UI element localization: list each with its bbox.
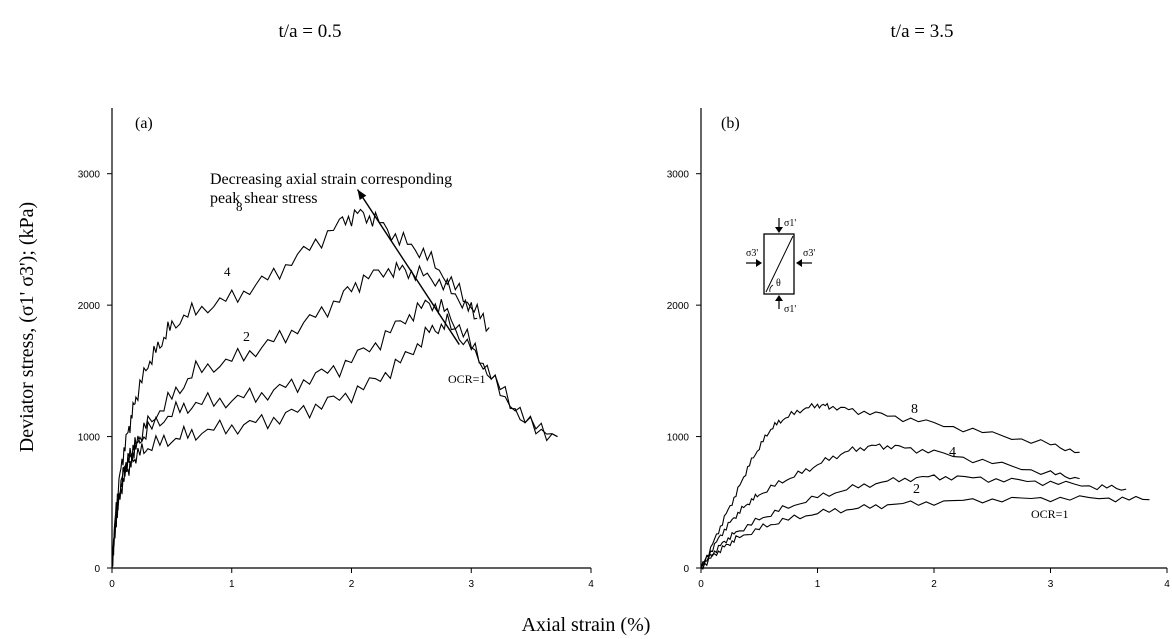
annotation-line2: peak shear stress <box>210 190 318 207</box>
curve-series-ocr1 <box>111 313 558 569</box>
annotation-line1: Decreasing axial strain corresponding <box>210 171 452 188</box>
series-label: 8 <box>236 199 243 214</box>
x-tick-label: 3 <box>1048 579 1054 590</box>
inset-sigma1-top: σ1' <box>784 218 796 229</box>
x-tick-label: 2 <box>931 579 937 590</box>
y-tick-label: 0 <box>94 564 100 575</box>
y-tick-label: 2000 <box>667 301 690 312</box>
y-tick-label: 2000 <box>78 301 101 312</box>
panel-a: 0 1 2 3 4 0 1000 2000 3000 (a) Decreasing axial … <box>78 108 594 590</box>
curve-series-4 <box>700 443 1080 569</box>
panel-a-label: (a) <box>135 115 153 132</box>
panel-b-label: (b) <box>721 115 740 132</box>
x-tick-label: 0 <box>109 579 115 590</box>
inset-arrowhead-right <box>796 259 802 267</box>
curve-series-2 <box>700 474 1127 570</box>
curve-series-4 <box>111 260 478 569</box>
series-label: 8 <box>911 402 918 417</box>
inset-specimen <box>763 233 795 295</box>
panel-a-title: t/a = 0.5 <box>279 21 342 42</box>
panel-b-title: t/a = 3.5 <box>891 21 954 42</box>
stress-element-inset: σ1' σ3' σ3' θ σ1' <box>746 218 815 315</box>
series-label: 4 <box>949 445 956 460</box>
curve-series-ocr1 <box>700 495 1150 569</box>
series-label: OCR=1 <box>448 372 485 386</box>
series-label: 4 <box>224 264 231 279</box>
y-tick-label: 3000 <box>667 170 690 181</box>
curve-series-8 <box>111 208 490 569</box>
annotation-arrowhead <box>357 189 367 201</box>
y-tick-label: 0 <box>683 564 689 575</box>
inset-angle-arc <box>769 284 774 293</box>
y-tick-label: 3000 <box>78 170 101 181</box>
x-tick-label: 1 <box>815 579 821 590</box>
inset-arrowhead-top <box>775 227 783 233</box>
curve-series-8 <box>700 402 1080 569</box>
x-tick-label: 3 <box>468 579 474 590</box>
inset-sigma3-left: σ3' <box>746 248 758 259</box>
annotation-arrow <box>356 189 460 345</box>
series-label: OCR=1 <box>1031 507 1068 521</box>
x-tick-label: 1 <box>229 579 235 590</box>
y-tick-label: 1000 <box>667 433 690 444</box>
panel-b: 0 1 2 3 4 0 1000 2000 3000 (b) 8 4 2 OCR=1 σ1' σ3' … <box>667 108 1170 590</box>
inset-sigma3-right: σ3' <box>803 248 815 259</box>
y-tick-label: 1000 <box>78 433 101 444</box>
inset-shear-plane <box>765 235 794 293</box>
x-axis-label: Axial strain (%) <box>522 614 651 636</box>
y-axis-label: Deviator stress, (σ1' σ3'); (kPa) <box>16 202 38 452</box>
inset-theta: θ <box>776 278 781 289</box>
x-tick-label: 4 <box>588 579 594 590</box>
inset-arrowhead-bottom <box>775 295 783 301</box>
curve-series-2 <box>111 299 558 569</box>
x-tick-label: 4 <box>1164 579 1170 590</box>
series-label: 2 <box>913 482 920 497</box>
series-label: 2 <box>243 330 250 345</box>
inset-sigma1-bottom: σ1' <box>784 304 796 315</box>
inset-arrowhead-left <box>756 259 762 267</box>
x-tick-label: 2 <box>349 579 355 590</box>
x-tick-label: 0 <box>698 579 704 590</box>
